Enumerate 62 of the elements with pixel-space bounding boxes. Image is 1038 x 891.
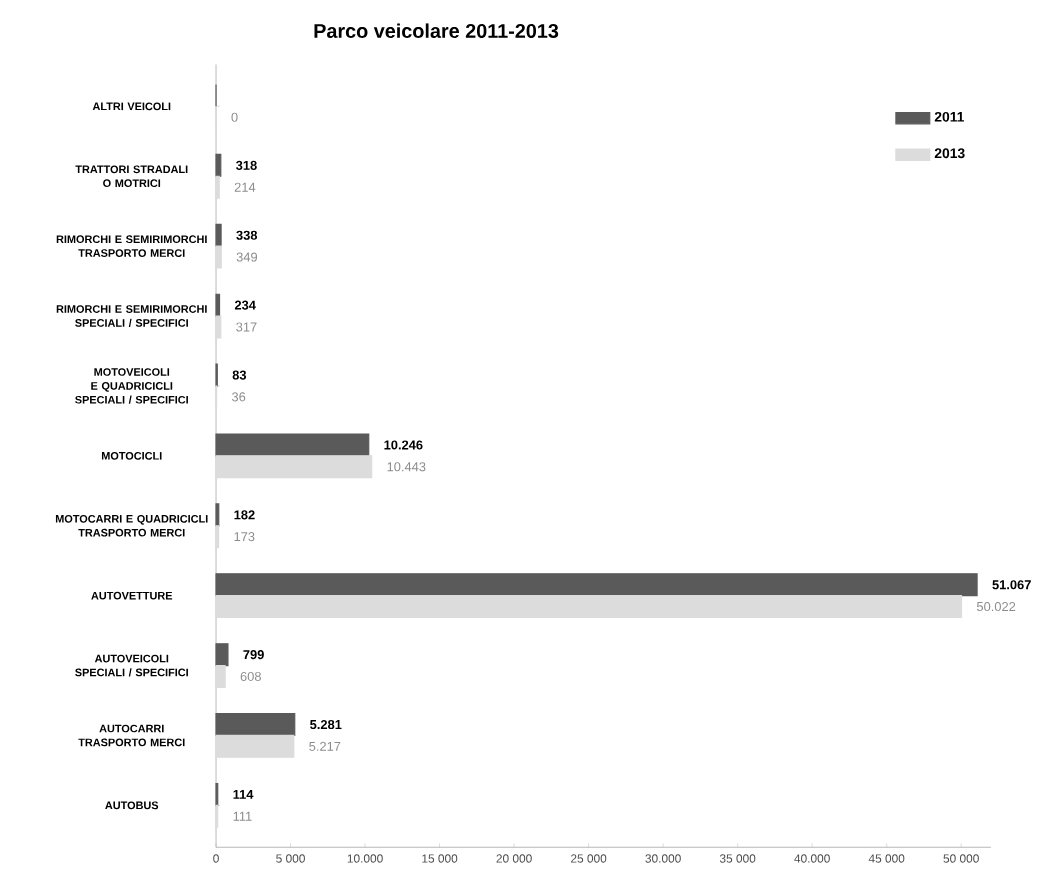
y-tick-label: AUTOVEICOLI SPECIALI / SPECIFICI <box>75 654 188 677</box>
bar <box>215 643 229 667</box>
x-tick-label: 20 000 <box>496 854 532 863</box>
y-tick-label: RIMORCHI E SEMIRIMORCHI TRASPORTO MERCI <box>56 235 207 257</box>
bar <box>215 713 296 737</box>
y-tick-label: AUTOVETTURE <box>91 591 173 600</box>
x-tick-label: 30.000 <box>645 854 681 863</box>
y-tick-label: TRATTORI STRADALI O MOTRICI <box>75 165 188 188</box>
x-tick-label: 50 000 <box>943 854 979 863</box>
data-label: 10.443 <box>387 462 426 472</box>
data-label: 10.246 <box>384 440 423 450</box>
legend-label: 2011 <box>934 111 965 122</box>
bar <box>215 433 370 457</box>
data-label: 182 <box>234 510 255 520</box>
y-tick-label: MOTOVEICOLI E QUADRICICLI SPECIALI / SPECIFICI <box>75 368 188 404</box>
bar <box>215 175 220 199</box>
data-label: 317 <box>236 322 257 332</box>
data-label: 114 <box>233 790 254 799</box>
bar <box>215 665 226 689</box>
data-label: 214 <box>234 182 256 192</box>
data-label: 5.217 <box>309 741 341 751</box>
data-label: 51.067 <box>992 580 1031 590</box>
bar <box>215 293 221 317</box>
data-label: 349 <box>236 252 258 262</box>
x-tick-label: 35 000 <box>719 854 756 863</box>
x-tick-label: 15 000 <box>422 854 458 863</box>
data-label: 111 <box>233 811 252 821</box>
y-tick-label: MOTOCARRI E QUADRICICLI TRASPORTO MERCI <box>55 515 208 537</box>
x-tick-label: 25 000 <box>571 854 607 863</box>
y-tick-label: AUTOBUS <box>105 801 159 810</box>
data-label: 5.281 <box>310 720 342 730</box>
bar <box>215 153 222 177</box>
data-label: 608 <box>240 671 261 682</box>
chart-title: Parco veicolare 2011-2013 <box>314 23 559 39</box>
data-label: 50.022 <box>976 602 1016 612</box>
bar <box>215 245 222 269</box>
bar <box>215 595 963 619</box>
data-label: 0 <box>231 112 238 122</box>
x-tick-label: 45 000 <box>868 854 905 863</box>
bar <box>215 503 220 527</box>
x-tick-label: 0 <box>213 854 219 863</box>
bar <box>215 223 222 247</box>
data-label: 36 <box>232 392 246 402</box>
data-label: 338 <box>236 230 258 240</box>
bar <box>215 734 295 758</box>
x-tick-label: 5 000 <box>276 854 305 863</box>
data-label: 799 <box>243 650 264 660</box>
x-tick-label: 10.000 <box>347 854 383 863</box>
y-tick-label: AUTOCARRI TRASPORTO MERCI <box>78 724 185 747</box>
data-label: 318 <box>236 160 257 170</box>
bar <box>215 455 373 479</box>
data-label: 83 <box>232 370 247 380</box>
x-tick-label: 40.000 <box>794 854 830 863</box>
y-tick-label: ALTRI VEICOLI <box>92 102 171 111</box>
data-label: 234 <box>234 300 256 310</box>
y-tick-label: RIMORCHI E SEMIRIMORCHI SPECIALI / SPECIFICI <box>56 305 207 327</box>
bar <box>215 525 220 549</box>
legend-label: 2013 <box>934 148 965 159</box>
bar <box>215 573 978 597</box>
data-label: 173 <box>234 532 255 542</box>
y-tick-label: MOTOCICLI <box>101 452 162 460</box>
bar <box>215 315 222 339</box>
